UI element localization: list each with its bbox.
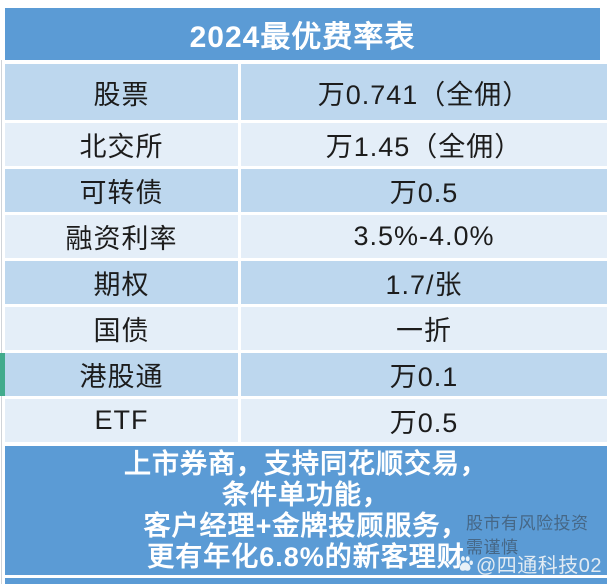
table-row: 股票 万0.741（全佣） <box>5 64 607 120</box>
promo-line: 条件单功能， <box>222 479 390 510</box>
table-row: 北交所 万1.45（全佣） <box>5 123 607 166</box>
fee-rate-value: 万1.45（全佣） <box>241 123 607 166</box>
table-title-bar: 2024最优费率表 <box>5 8 600 60</box>
fee-category-label: ETF <box>5 399 238 442</box>
table-title: 2024最优费率表 <box>189 21 416 54</box>
fee-category-label: 期权 <box>5 261 238 304</box>
promo-line: 客户经理+金牌投顾服务， <box>143 510 469 541</box>
bottom-blue-strip <box>5 578 607 584</box>
fee-rate-value: 一折 <box>241 307 607 350</box>
fee-rate-value: 3.5%-4.0% <box>241 215 607 258</box>
fee-table-sheet: 2024最优费率表 股票 万0.741（全佣） 北交所 万1.45（全佣） 可转… <box>0 8 607 584</box>
table-row: 可转债 万0.5 <box>5 169 607 212</box>
fee-rate-value: 万0.5 <box>241 169 607 212</box>
author-credit-text: @四通科技02 <box>475 555 602 577</box>
sheet-edge-line <box>1 60 2 584</box>
table-row-highlighted: 港股通 万0.1 <box>0 353 607 396</box>
fee-rows: 股票 万0.741（全佣） 北交所 万1.45（全佣） 可转债 万0.5 融资利… <box>0 64 607 442</box>
fee-category-label: 可转债 <box>5 169 238 212</box>
paw-icon <box>456 555 474 572</box>
table-row: 期权 1.7/张 <box>5 261 607 304</box>
fee-category-label: 北交所 <box>5 123 238 166</box>
risk-warning-watermark: 股市有风险投资需谨慎 <box>466 514 589 557</box>
fee-rate-value: 万0.5 <box>241 399 607 442</box>
table-row: ETF 万0.5 <box>5 399 607 442</box>
fee-rate-value: 1.7/张 <box>241 261 607 304</box>
fee-category-label: 国债 <box>5 307 238 350</box>
fee-rate-value: 万0.1 <box>241 353 607 396</box>
promo-line: 上市券商，支持同花顺交易， <box>124 448 488 479</box>
fee-category-label: 融资利率 <box>5 215 238 258</box>
table-row: 融资利率 3.5%-4.0% <box>5 215 607 258</box>
author-credit: @四通科技02 <box>456 549 602 578</box>
fee-category-label: 港股通 <box>5 353 238 396</box>
promo-line: 更有年化6.8%的新客理财 <box>147 541 465 572</box>
fee-category-label: 股票 <box>5 64 238 120</box>
row-highlight-bar <box>0 353 5 396</box>
promo-footer: 上市券商，支持同花顺交易， 条件单功能， 客户经理+金牌投顾服务， 更有年化6.… <box>5 446 607 575</box>
table-row: 国债 一折 <box>5 307 607 350</box>
fee-rate-value: 万0.741（全佣） <box>241 64 607 120</box>
